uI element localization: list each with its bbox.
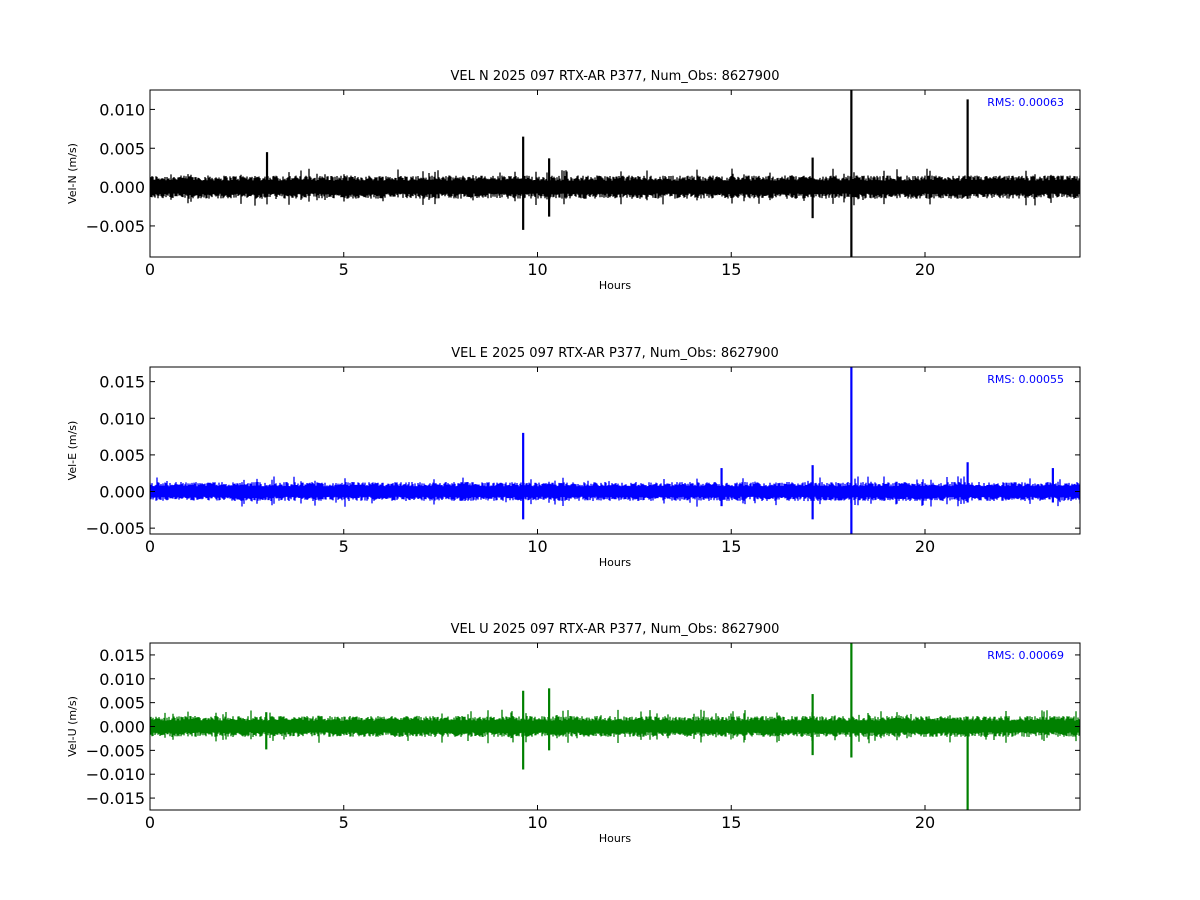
y-tick-label: −0.010	[86, 765, 145, 784]
velocity-series-3	[150, 709, 1080, 744]
subplot-2: 0 5 10 15 20 −0.005 0.000 0.005 0.010 0.015 VEL E …	[66, 346, 1081, 569]
subplot-title: VEL E 2025 097 RTX-AR P377, Num_Obs: 862…	[451, 346, 778, 361]
x-tick-label: 0	[145, 260, 155, 279]
x-tick-label: 0	[145, 537, 155, 556]
x-tick-label: 20	[915, 813, 935, 832]
velocity-series-1	[150, 168, 1080, 206]
x-tick-label: 5	[339, 260, 349, 279]
x-tick-label: 10	[527, 260, 547, 279]
y-tick-label: −0.005	[86, 741, 145, 760]
x-tick-label: 15	[721, 537, 741, 556]
y-tick-label: −0.005	[86, 217, 145, 236]
subplot-title: VEL U 2025 097 RTX-AR P377, Num_Obs: 862…	[451, 622, 780, 637]
plot-frame	[149, 89, 1081, 258]
y-tick-label: 0.010	[99, 409, 145, 428]
x-tick-label: 10	[527, 813, 547, 832]
y-tick-label: 0.005	[99, 446, 145, 465]
x-tick-label: 20	[915, 537, 935, 556]
x-tick-label: 5	[339, 813, 349, 832]
x-tick-label: 20	[915, 260, 935, 279]
subplot-1: 0 5 10 15 20 −0.005 0.000 0.005 0.010 VEL N 2025 …	[66, 69, 1081, 292]
y-tick-label: 0.015	[99, 373, 145, 392]
y-axis-label: Vel-N (m/s)	[66, 143, 79, 204]
subplot-3: 0 5 10 15 20 −0.015 −0.010 −0.005 0.000 0.005 0.01…	[66, 622, 1081, 845]
rms-annotation: RMS: 0.00069	[987, 649, 1064, 662]
x-tick-label: 0	[145, 813, 155, 832]
y-tick-label: 0.005	[99, 139, 145, 158]
x-tick-label: 10	[527, 537, 547, 556]
y-axis-label: Vel-E (m/s)	[66, 421, 79, 481]
y-tick-label: 0.010	[99, 100, 145, 119]
y-tick-label: 0.005	[99, 694, 145, 713]
velocity-series-2	[150, 476, 1080, 507]
rms-annotation: RMS: 0.00055	[987, 373, 1064, 386]
x-axis-label: Hours	[599, 832, 631, 845]
x-tick-label: 15	[721, 813, 741, 832]
y-tick-label: 0.000	[99, 178, 145, 197]
plot-frame	[149, 366, 1081, 535]
y-tick-label: −0.015	[86, 789, 145, 808]
subplot-title: VEL N 2025 097 RTX-AR P377, Num_Obs: 862…	[451, 69, 780, 84]
rms-annotation: RMS: 0.00063	[987, 96, 1064, 109]
y-tick-label: −0.005	[86, 519, 145, 538]
y-tick-label: 0.000	[99, 718, 145, 737]
y-tick-label: 0.015	[99, 646, 145, 665]
x-tick-label: 5	[339, 537, 349, 556]
y-tick-label: 0.010	[99, 670, 145, 689]
y-tick-label: 0.000	[99, 483, 145, 502]
x-axis-label: Hours	[599, 279, 631, 292]
x-axis-label: Hours	[599, 556, 631, 569]
y-axis-label: Vel-U (m/s)	[66, 696, 79, 757]
x-tick-label: 15	[721, 260, 741, 279]
